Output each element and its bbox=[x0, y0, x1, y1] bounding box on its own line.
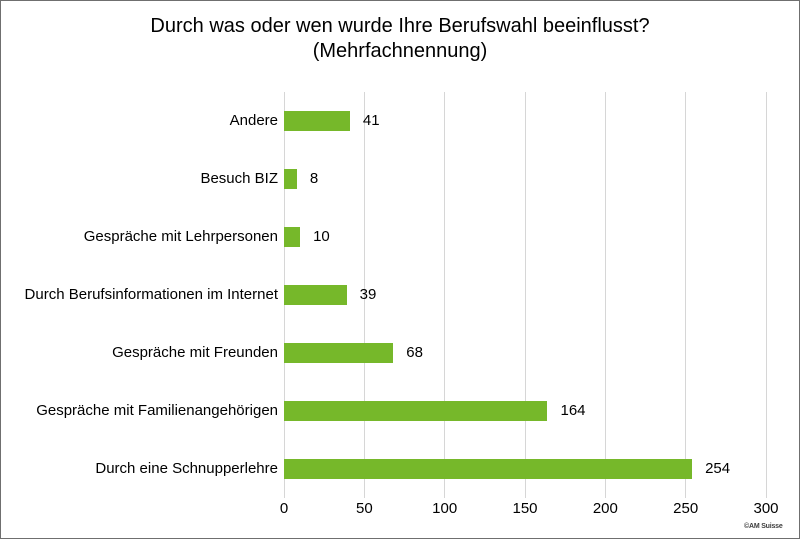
chart-title: Durch was oder wen wurde Ihre Berufswahl… bbox=[1, 14, 799, 64]
category-label: Gespräche mit Familienangehörigen bbox=[36, 402, 278, 419]
x-tick-label: 50 bbox=[355, 500, 373, 517]
bar-row: 39 bbox=[284, 266, 766, 324]
category-label: Gespräche mit Lehrpersonen bbox=[83, 228, 278, 245]
gridline-x-150 bbox=[524, 92, 526, 498]
bar bbox=[284, 111, 350, 131]
category-axis: Andere Besuch BIZ Gespräche mit Lehrperson… bbox=[1, 92, 278, 498]
gridline-x-200 bbox=[604, 92, 606, 498]
bar-row: 254 bbox=[284, 440, 766, 498]
chart-title-line2: (Mehrfachnennung) bbox=[312, 40, 488, 62]
copyright-note: ©AM Suisse bbox=[744, 523, 783, 530]
value-label: 164 bbox=[560, 402, 586, 419]
bar-row: 8 bbox=[284, 150, 766, 208]
bar-row: 10 bbox=[284, 208, 766, 266]
x-tick-label: 100 bbox=[432, 500, 458, 517]
gridline-x-300 bbox=[765, 92, 767, 498]
x-tick-label: 250 bbox=[673, 500, 699, 517]
category-label: Gespräche mit Freunden bbox=[112, 344, 278, 361]
value-label: 39 bbox=[359, 286, 377, 303]
bar-row: 164 bbox=[284, 382, 766, 440]
category-label: Andere bbox=[229, 112, 278, 129]
bar-row: 41 bbox=[284, 92, 766, 150]
x-tick-label: 0 bbox=[279, 500, 289, 517]
value-label: 254 bbox=[705, 460, 731, 477]
category-label: Durch eine Schnupperlehre bbox=[95, 460, 278, 477]
chart-title-line1: Durch was oder wen wurde Ihre Berufswahl… bbox=[150, 15, 650, 37]
x-tick-label: 200 bbox=[592, 500, 618, 517]
bar bbox=[284, 227, 301, 247]
bar bbox=[284, 285, 347, 305]
bar bbox=[284, 401, 548, 421]
plot-area: 41 8 10 39 68 164 254 bbox=[283, 92, 767, 498]
category-label: Besuch BIZ bbox=[200, 170, 278, 187]
value-label: 10 bbox=[313, 228, 330, 245]
x-tick-label: 150 bbox=[512, 500, 538, 517]
value-label: 41 bbox=[362, 112, 380, 129]
category-label: Durch Berufsinformationen im Internet bbox=[24, 286, 278, 303]
value-label: 68 bbox=[406, 344, 423, 361]
value-label: 8 bbox=[309, 170, 319, 187]
bar bbox=[284, 459, 693, 479]
gridline-x-250 bbox=[685, 92, 687, 498]
bar-row: 68 bbox=[284, 324, 766, 382]
bar bbox=[284, 343, 394, 363]
x-axis-tick-labels: 0 50 100 150 200 250 300 bbox=[280, 500, 779, 520]
x-tick-label: 300 bbox=[753, 500, 779, 517]
bar bbox=[284, 169, 297, 189]
gridline-x-100 bbox=[444, 92, 446, 498]
gridline-x-50 bbox=[363, 92, 365, 498]
